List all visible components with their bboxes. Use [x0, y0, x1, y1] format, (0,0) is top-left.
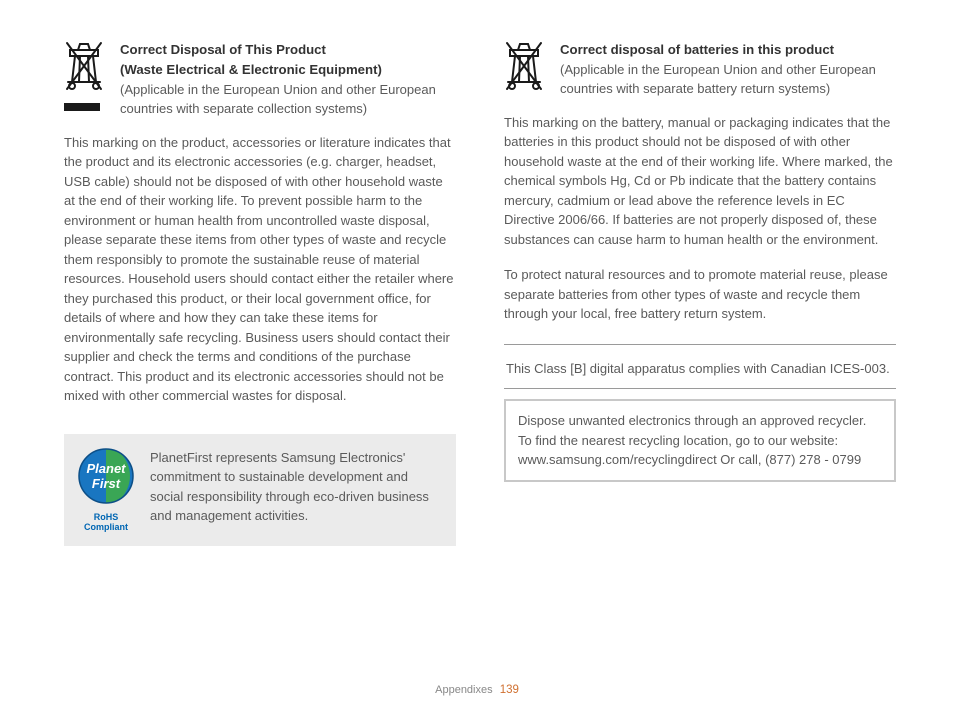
planetfirst-icon: Planet First [78, 448, 134, 504]
product-disposal-subtitle-1: (Applicable in the European Union and ot… [120, 80, 436, 100]
recycler-notice-box: Dispose unwanted electronics through an … [504, 399, 896, 482]
battery-disposal-header: Correct disposal of batteries in this pr… [504, 40, 896, 99]
page-footer: Appendixes 139 [0, 684, 954, 696]
product-disposal-title-2: (Waste Electrical & Electronic Equipment… [120, 60, 436, 80]
planetfirst-logo: Planet First RoHSCompliant [78, 448, 134, 533]
svg-text:Planet: Planet [86, 461, 126, 476]
product-disposal-titles: Correct Disposal of This Product (Waste … [120, 40, 436, 119]
right-column: Correct disposal of batteries in this pr… [504, 40, 896, 546]
product-disposal-title-1: Correct Disposal of This Product [120, 40, 436, 60]
rohs-compliant-label: RoHSCompliant [78, 512, 134, 533]
battery-disposal-titles: Correct disposal of batteries in this pr… [560, 40, 876, 99]
planetfirst-text: PlanetFirst represents Samsung Electroni… [150, 448, 442, 526]
battery-disposal-body-2: To protect natural resources and to prom… [504, 265, 896, 324]
footer-page-number: 139 [500, 684, 519, 696]
planetfirst-box: Planet First RoHSCompliant PlanetFirst r… [64, 434, 456, 547]
weee-bin-icon [64, 40, 106, 92]
divider-rule-1 [504, 344, 896, 345]
product-disposal-subtitle-2: countries with separate collection syste… [120, 99, 436, 119]
footer-section: Appendixes [435, 684, 493, 696]
battery-bin-icon [504, 40, 546, 92]
battery-disposal-title: Correct disposal of batteries in this pr… [560, 40, 876, 60]
battery-icon-column [504, 40, 548, 99]
left-column: Correct Disposal of This Product (Waste … [64, 40, 456, 546]
svg-text:First: First [92, 476, 121, 491]
divider-rule-2 [504, 388, 896, 389]
product-disposal-header: Correct Disposal of This Product (Waste … [64, 40, 456, 119]
product-disposal-body: This marking on the product, accessories… [64, 133, 456, 406]
battery-disposal-body-1: This marking on the battery, manual or p… [504, 113, 896, 250]
battery-disposal-subtitle-1: (Applicable in the European Union and ot… [560, 60, 876, 80]
ices-notice: This Class [B] digital apparatus complie… [504, 355, 896, 389]
weee-icon-column [64, 40, 108, 119]
battery-disposal-subtitle-2: countries with separate battery return s… [560, 79, 876, 99]
weee-black-bar [64, 103, 100, 111]
